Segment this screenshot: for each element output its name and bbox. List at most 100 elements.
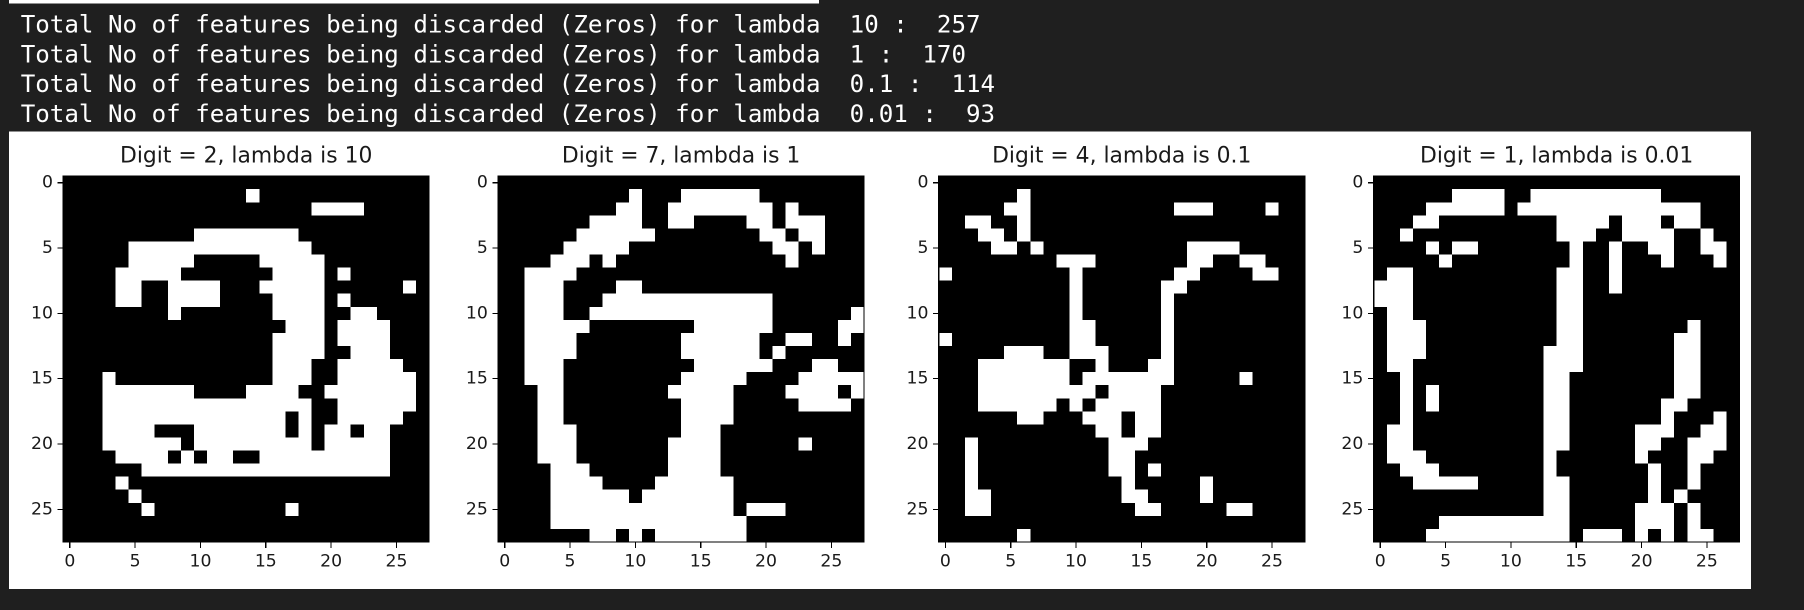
pixel-run: [1239, 254, 1266, 268]
pixel-run: [1543, 502, 1570, 516]
pixel-run: [1252, 267, 1279, 281]
pixel-run: [524, 346, 577, 360]
x-tick-label: 20: [1196, 552, 1218, 572]
pixel-run: [1265, 202, 1279, 216]
pixel-run: [524, 319, 590, 333]
pixel-run: [681, 424, 721, 438]
y-tick-label: 10: [466, 303, 488, 323]
pixel-run: [363, 424, 390, 438]
pixel-run: [785, 385, 838, 399]
axes-frame: [1373, 175, 1741, 543]
pixel-run: [537, 424, 577, 438]
pixel-run: [811, 241, 825, 255]
pixel-run: [550, 254, 590, 268]
pixel-run: [576, 228, 655, 242]
pixel-run: [785, 215, 825, 229]
pixel-run: [1147, 372, 1175, 386]
pixel-run: [785, 254, 799, 268]
pixel-run: [324, 424, 351, 438]
pixel-run: [272, 372, 312, 386]
pixel-run: [1439, 254, 1453, 268]
pixel-run: [1556, 306, 1583, 320]
pixel-run: [1425, 385, 1440, 399]
pixel-run: [1386, 332, 1426, 347]
pixel-run: [1412, 215, 1440, 229]
y-tick-label: 0: [1352, 173, 1363, 193]
pixel-run: [115, 476, 129, 490]
pixel-run: [524, 359, 564, 373]
pixel-run: [167, 293, 221, 307]
x-tick-label: 10: [189, 552, 211, 572]
pixel-run: [524, 293, 564, 307]
pixel-run: [1187, 241, 1240, 255]
x-tick-label: 0: [940, 552, 951, 572]
pixel-run: [978, 385, 1096, 399]
axes-frame: [62, 175, 430, 543]
pixel-run: [1700, 424, 1727, 438]
pixel-run: [1373, 293, 1413, 307]
pixel-run: [1608, 241, 1622, 255]
pixel-run: [550, 463, 590, 477]
pixel-run: [668, 202, 773, 216]
pixel-run: [1674, 489, 1688, 503]
pixel-run: [350, 346, 390, 360]
pixel-run: [1147, 359, 1175, 373]
y-tick-label: 25: [907, 499, 929, 519]
pixel-run: [180, 450, 194, 464]
pixel-run: [1017, 228, 1031, 242]
pixel-run: [311, 202, 364, 216]
pixel-run: [337, 411, 404, 425]
pixel-run: [1556, 293, 1583, 307]
pixel-run: [1687, 528, 1714, 543]
pixel-run: [272, 306, 325, 320]
pixel-run: [1543, 411, 1570, 425]
x-tick-label: 10: [1065, 552, 1087, 572]
pixel-run: [524, 280, 564, 294]
pixel-run: [798, 372, 865, 386]
separator: [9, 0, 820, 4]
output-line: Total No of features being discarded (Ze…: [21, 70, 995, 98]
pixel-run: [1543, 398, 1570, 412]
pixel-run: [938, 332, 952, 347]
pixel-run: [785, 332, 812, 347]
pixel-run: [628, 189, 642, 203]
pixel-run: [1082, 411, 1122, 425]
pixel-run: [102, 398, 312, 412]
pixel-run: [1543, 476, 1570, 490]
pixel-run: [272, 293, 325, 307]
y-tick-label: 15: [907, 369, 929, 389]
pixel-run: [1399, 398, 1413, 412]
pixel-run: [1648, 489, 1662, 503]
pixel-run: [537, 398, 564, 412]
pixel-run: [615, 202, 642, 216]
output-line: Total No of features being discarded (Ze…: [21, 100, 995, 128]
pixel-run: [1425, 528, 1570, 543]
pixel-run: [1108, 437, 1148, 451]
pixel-run: [798, 398, 851, 412]
pixel-run: [1556, 228, 1596, 242]
pixel-run: [602, 293, 773, 307]
pixel-run: [964, 502, 992, 516]
pixel-run: [1134, 424, 1161, 438]
pixel-run: [1687, 515, 1701, 529]
pixel-run: [102, 424, 155, 438]
pixel-run: [1517, 202, 1662, 216]
pixel-run: [654, 528, 747, 543]
pixel-run: [524, 332, 577, 347]
pixel-run: [668, 463, 721, 477]
pixel-run: [1648, 463, 1662, 477]
x-tick-label: 15: [690, 552, 712, 572]
pixel-run: [1160, 280, 1188, 294]
pixel-run: [246, 385, 299, 399]
pixel-run: [337, 398, 417, 412]
pixel-run: [964, 450, 979, 464]
x-tick-label: 25: [385, 552, 407, 572]
pixel-run: [563, 241, 629, 255]
x-tick-label: 0: [1375, 552, 1386, 572]
pixel-run: [1569, 254, 1583, 268]
y-tick-label: 25: [466, 499, 488, 519]
y-tick-label: 5: [917, 238, 928, 258]
pixel-run: [1399, 372, 1413, 386]
pixel-run: [654, 476, 734, 490]
